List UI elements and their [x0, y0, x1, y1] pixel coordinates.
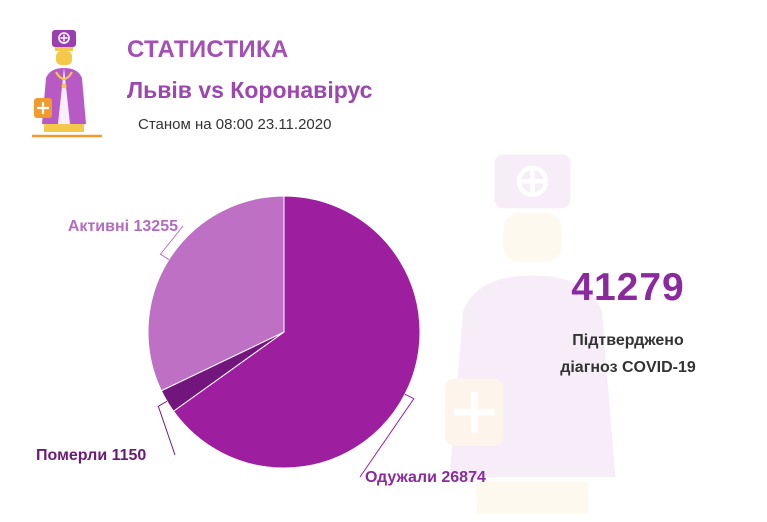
page-title: СТАТИСТИКА — [127, 36, 289, 63]
leader-line-Активні — [159, 225, 184, 260]
data-label-Одужали: Одужали 26874 — [365, 469, 486, 486]
total-confirmed-caption: Підтверджено діагноз COVID-19 — [528, 327, 728, 381]
leader-line-Одужали — [359, 393, 415, 478]
total-confirmed-number: 41279 — [571, 266, 685, 309]
report-date: Станом на 08:00 23.11.2020 — [138, 116, 332, 133]
caption-line-2: діагноз COVID-19 — [560, 359, 696, 376]
doctor-watermark-icon — [445, 154, 616, 514]
data-label-Померли: Померли 1150 — [36, 447, 146, 464]
leader-line-Померли — [157, 400, 176, 456]
pie-slice-Одужали — [172, 195, 421, 469]
doctor-icon — [32, 30, 102, 138]
data-label-Активні: Активні 13255 — [68, 218, 178, 235]
pie-slice-Активні — [147, 195, 285, 392]
caption-line-1: Підтверджено — [572, 332, 684, 349]
page-subtitle: Львів vs Коронавірус — [127, 77, 373, 103]
